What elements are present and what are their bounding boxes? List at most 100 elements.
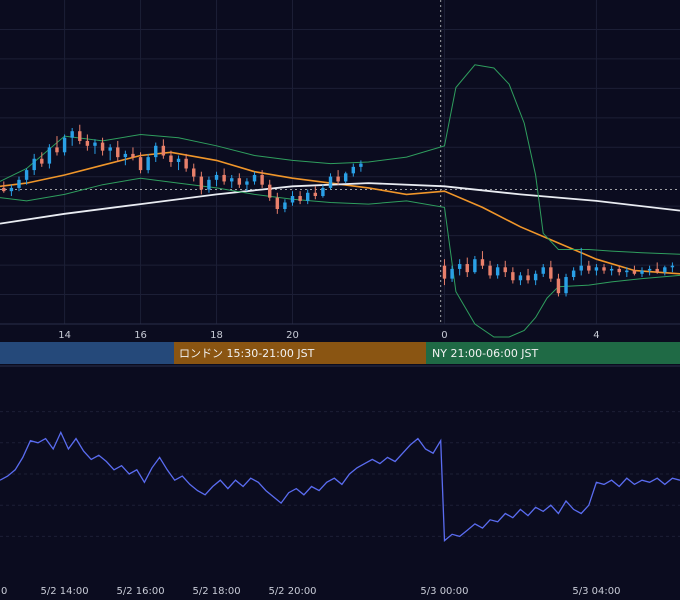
candle-body <box>138 157 143 171</box>
candle <box>78 124 82 145</box>
osc-x-tick-label: 5/3 00:00 <box>420 586 468 597</box>
candle <box>473 255 477 274</box>
candle-body <box>199 176 204 190</box>
candle <box>62 134 67 156</box>
price-panel[interactable]: 14 16 18 20 0 4 <box>0 0 680 341</box>
candle <box>298 191 302 205</box>
candle-body <box>511 272 515 281</box>
candle-body <box>495 267 500 276</box>
x-tick-label: 18 <box>210 330 223 341</box>
candle-body <box>321 187 325 197</box>
candle <box>268 179 272 201</box>
candle <box>336 170 340 185</box>
candle-body <box>602 267 606 271</box>
candle <box>351 163 356 177</box>
candle-body <box>442 265 447 279</box>
candle <box>116 140 120 162</box>
candle <box>617 265 621 276</box>
candle <box>100 137 105 156</box>
candle <box>549 260 553 282</box>
candle-body <box>146 157 150 171</box>
candle-body <box>359 163 363 167</box>
candle-body <box>457 264 462 269</box>
candle-body <box>9 187 14 192</box>
candle <box>594 264 599 276</box>
candle-body <box>70 131 74 138</box>
candle <box>283 199 287 213</box>
candle-body <box>161 145 166 156</box>
candle-body <box>632 270 637 274</box>
candle <box>138 152 143 174</box>
x-tick-label: 14 <box>58 330 71 341</box>
candle <box>131 147 135 161</box>
candle <box>609 265 614 276</box>
candle <box>670 262 675 273</box>
candle <box>252 171 257 185</box>
candle <box>176 155 181 171</box>
candle <box>192 163 196 182</box>
x-tick-label: 4 <box>593 330 599 341</box>
candle-body <box>343 173 348 182</box>
candle <box>2 181 6 193</box>
candle-body <box>290 196 295 203</box>
candle-body <box>222 174 226 182</box>
candle <box>541 264 545 278</box>
candle <box>457 259 462 276</box>
candle <box>275 192 280 214</box>
candle <box>146 153 150 174</box>
candle <box>640 267 644 278</box>
candle <box>579 247 583 276</box>
candle-body <box>503 267 507 273</box>
candle-body <box>207 179 211 190</box>
candle-body <box>587 265 591 271</box>
candle <box>260 170 264 188</box>
candle-body <box>518 275 523 281</box>
candle <box>93 139 97 154</box>
session-ny-label: NY 21:00-06:00 JST <box>432 347 539 360</box>
candle <box>154 142 158 162</box>
session-london <box>174 342 426 364</box>
candle-body <box>245 181 249 185</box>
candle <box>533 270 538 286</box>
bollinger-upper <box>0 64 680 255</box>
candle-body <box>465 264 469 273</box>
session-london-label: ロンドン 15:30-21:00 JST <box>179 347 315 360</box>
candle-body <box>526 275 530 281</box>
oscillator-panel[interactable]: 0 5/2 14:00 5/2 16:00 5/2 18:00 5/2 20:00 5/3… <box>0 411 680 597</box>
candle-body <box>47 147 52 164</box>
session-ny <box>426 342 680 364</box>
candle <box>343 171 348 184</box>
candle-body <box>541 267 545 274</box>
candle <box>123 150 128 166</box>
candle <box>237 173 242 188</box>
candle-body <box>275 197 280 209</box>
candle <box>632 265 637 276</box>
candle-body <box>268 184 272 198</box>
candle-body <box>533 273 538 281</box>
candle <box>647 265 652 276</box>
candle-body <box>214 174 219 180</box>
candle-body <box>450 268 454 279</box>
candle-body <box>549 267 553 279</box>
candle <box>663 265 667 276</box>
candle-body <box>252 174 257 182</box>
candle <box>518 272 523 286</box>
candle-body <box>260 174 264 185</box>
osc-x-tick-label: 5/2 16:00 <box>117 586 165 597</box>
candle-body <box>24 170 29 180</box>
candle <box>32 153 36 175</box>
candle <box>503 260 507 278</box>
osc-x-tick-label: 5/2 14:00 <box>41 586 89 597</box>
candle-body <box>313 192 318 197</box>
candle <box>587 260 591 274</box>
candle <box>306 189 310 205</box>
candle <box>47 144 52 169</box>
candle-body <box>17 179 21 188</box>
candle-body <box>283 202 287 209</box>
candle <box>480 251 485 269</box>
candle <box>465 257 469 278</box>
osc-x-tick-label: 5/2 20:00 <box>268 586 316 597</box>
candle-body <box>480 259 485 266</box>
candle-body <box>594 267 599 271</box>
candle <box>9 184 14 197</box>
